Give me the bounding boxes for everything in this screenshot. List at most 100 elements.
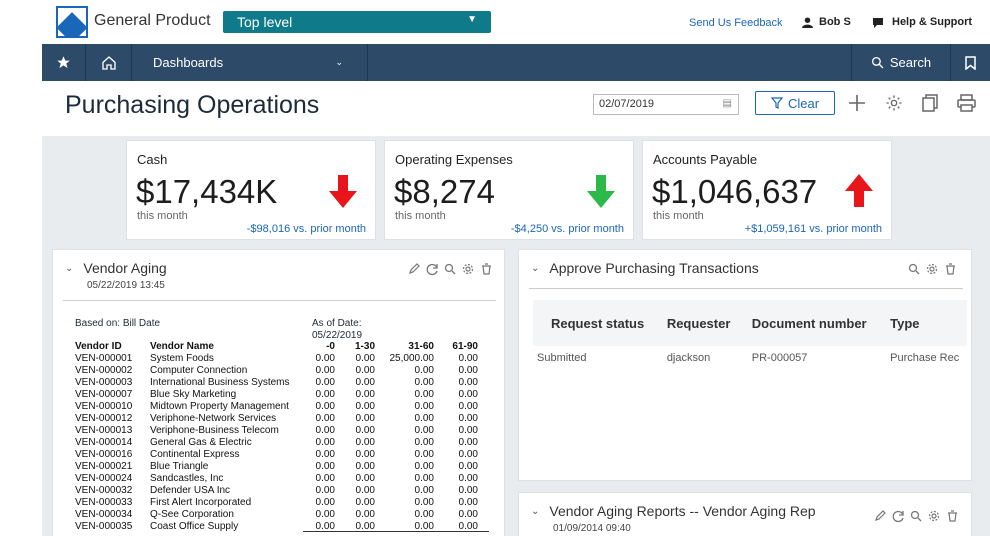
trash-icon[interactable] — [479, 262, 493, 276]
trash-icon[interactable] — [943, 262, 957, 276]
search-icon[interactable] — [909, 509, 923, 523]
cell-amount: 0.00 — [355, 377, 375, 388]
approve-transactions-table: Request status Requester Document number… — [533, 300, 967, 370]
col-header[interactable]: Requester — [648, 300, 734, 346]
collapse-chevron-icon[interactable]: ⌄ — [531, 262, 540, 274]
kpi-period: this month — [395, 210, 446, 222]
cell-amount: 0.00 — [315, 377, 335, 388]
vendor-aging-table: Vendor ID Vendor Name -0 1-30 31-60 61-9… — [75, 341, 478, 533]
col-header[interactable]: Type — [872, 300, 967, 346]
kpi-label: Operating Expenses — [395, 152, 513, 167]
cell-vendor-id: VEN-000012 — [75, 413, 133, 424]
cell-vendor-name: Q-See Corporation — [150, 509, 234, 520]
collapse-chevron-icon[interactable]: ⌄ — [531, 505, 540, 517]
cell-amount: 0.00 — [458, 365, 478, 376]
cell-amount: 0.00 — [355, 425, 375, 436]
col-header: -0 — [326, 341, 335, 352]
bookmark-icon — [965, 55, 976, 70]
cell-vendor-name: International Business Systems — [150, 377, 290, 388]
main-nav: Dashboards ⌄ Search — [42, 44, 990, 81]
level-select-value: Top level — [237, 14, 293, 30]
vendor-aging-panel: ⌄ Vendor Aging 05/22/2019 13:45 Based on… — [52, 249, 505, 536]
cell-amount: 0.00 — [458, 497, 478, 508]
cell-vendor-name: Coast Office Supply — [150, 521, 239, 532]
cell-amount: 0.00 — [414, 473, 434, 484]
col-header: Vendor Name — [150, 341, 214, 352]
table-row[interactable]: Submitted djackson PR-000057 Purchase Re… — [533, 346, 967, 370]
gear-icon — [886, 95, 902, 111]
cell-vendor-id: VEN-000001 — [75, 353, 133, 364]
cell-amount: 0.00 — [458, 353, 478, 364]
clear-filter-button[interactable]: Clear — [755, 91, 835, 115]
duplicate-button[interactable] — [920, 93, 940, 113]
home-icon — [101, 55, 116, 70]
cell-amount: 0.00 — [315, 413, 335, 424]
cell-amount: 0.00 — [414, 461, 434, 472]
refresh-icon[interactable] — [425, 262, 439, 276]
search-button[interactable]: Search — [851, 44, 951, 81]
cell-document-number[interactable]: PR-000057 — [751, 352, 808, 364]
cell-amount: 0.00 — [315, 425, 335, 436]
help-link[interactable]: Help & Support — [872, 16, 972, 28]
calendar-icon[interactable]: ▤ — [722, 98, 732, 109]
table-row: VEN-000024 Sandcastles, Inc 0.00 0.00 0.00 0.… — [75, 473, 478, 485]
cell-amount: 0.00 — [355, 413, 375, 424]
cell-vendor-name: Sandcastles, Inc — [150, 473, 224, 484]
dashboards-menu[interactable]: Dashboards ⌄ — [132, 44, 368, 81]
table-row: VEN-000001 System Foods 0.00 0.00 25,000.00 0… — [75, 353, 478, 365]
edit-icon[interactable] — [407, 262, 421, 276]
panel-timestamp: 01/09/2014 09:40 — [553, 523, 631, 534]
bookmark-button[interactable] — [951, 44, 990, 81]
kpi-card-operating-expenses[interactable]: Operating Expenses $8,274 this month -$4… — [384, 140, 634, 240]
home-button[interactable] — [86, 44, 132, 81]
cell-amount: 0.00 — [315, 473, 335, 484]
cell-vendor-name: Veriphone-Network Services — [150, 413, 277, 424]
kpi-card-accounts-payable[interactable]: Accounts Payable $1,046,637 this month +… — [642, 140, 892, 240]
user-icon — [802, 16, 813, 28]
cell-amount: 0.00 — [458, 521, 478, 532]
favorites-button[interactable] — [42, 44, 86, 81]
collapse-chevron-icon[interactable]: ⌄ — [65, 262, 74, 274]
settings-button[interactable] — [884, 93, 904, 113]
gear-icon[interactable] — [461, 262, 475, 276]
arrow-down-icon — [587, 175, 615, 208]
cell-amount: 0.00 — [355, 521, 375, 532]
kpi-card-cash[interactable]: Cash $17,434K this month -$98,016 vs. pr… — [126, 140, 376, 240]
col-header[interactable]: Document number — [733, 300, 873, 346]
cell-amount: 0.00 — [315, 437, 335, 448]
product-name: General Product — [94, 12, 211, 29]
gear-icon[interactable] — [927, 509, 941, 523]
kpi-delta: +$1,059,161 vs. prior month — [744, 223, 882, 235]
print-button[interactable] — [956, 93, 976, 113]
as-of-date: 05/22/2019 — [312, 330, 363, 341]
gear-icon[interactable] — [925, 262, 939, 276]
search-icon[interactable] — [443, 262, 457, 276]
trash-icon[interactable] — [945, 509, 959, 523]
panel-header: ⌄ Vendor Aging — [65, 260, 167, 276]
date-input[interactable]: 02/07/2019 ▤ — [593, 94, 739, 115]
refresh-icon[interactable] — [891, 509, 905, 523]
table-row: VEN-000013 Veriphone-Business Telecom 0.00… — [75, 425, 478, 437]
cell-vendor-name: Defender USA Inc — [150, 485, 231, 496]
vendor-aging-reports-panel: ⌄ Vendor Aging Reports -- Vendor Aging R… — [518, 492, 972, 536]
cell-requester: djackson — [666, 352, 711, 364]
col-header: 61-90 — [452, 341, 478, 352]
panel-toolbar — [407, 262, 493, 276]
add-button[interactable] — [847, 93, 867, 113]
cell-amount: 0.00 — [355, 389, 375, 400]
panel-header: ⌄ Vendor Aging Reports -- Vendor Aging R… — [531, 503, 816, 519]
dashboards-label: Dashboards — [153, 55, 224, 70]
plus-icon — [849, 95, 865, 111]
cell-amount: 0.00 — [355, 509, 375, 520]
feedback-link[interactable]: Send Us Feedback — [689, 17, 783, 29]
cell-amount: 0.00 — [414, 425, 434, 436]
level-select[interactable]: Top level ▼ — [223, 11, 491, 33]
cell-amount: 0.00 — [315, 365, 335, 376]
search-icon[interactable] — [907, 262, 921, 276]
cell-vendor-name: Blue Sky Marketing — [150, 389, 237, 400]
col-header[interactable]: Request status — [533, 300, 649, 346]
kpi-value: $17,434K — [136, 173, 278, 210]
user-menu[interactable]: Bob S — [802, 16, 851, 28]
edit-icon[interactable] — [873, 509, 887, 523]
panel-toolbar — [873, 509, 959, 523]
